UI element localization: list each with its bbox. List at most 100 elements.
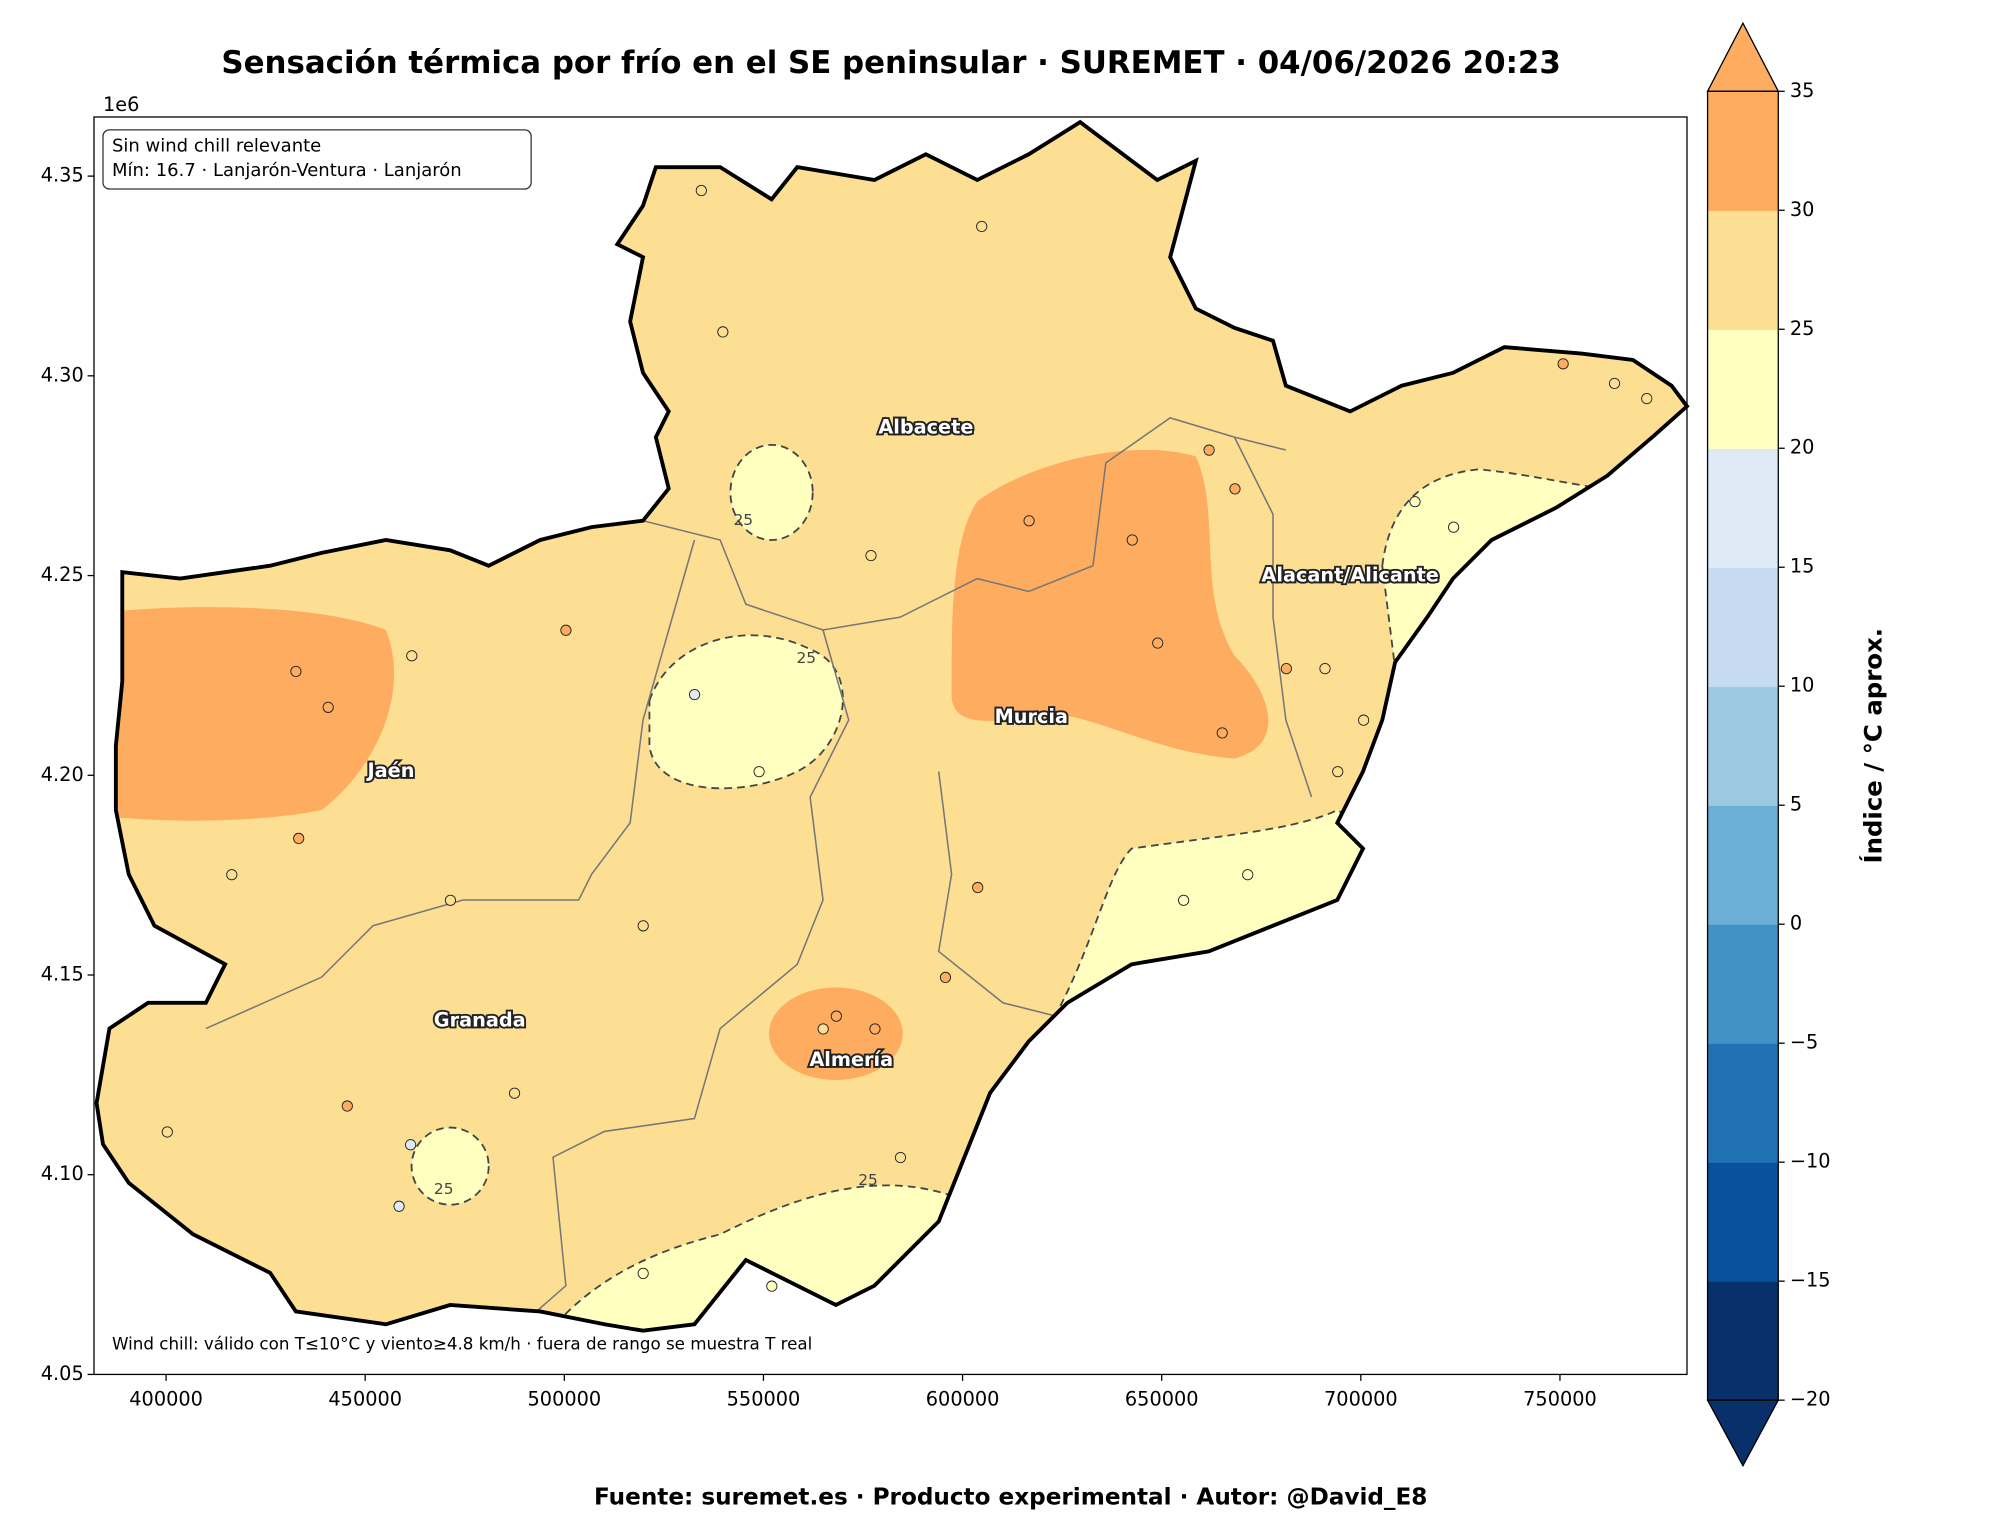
- city-label: Murcia: [995, 705, 1068, 728]
- colorbar-band: [1707, 1281, 1779, 1401]
- field-warm: [109, 607, 395, 821]
- colorbar-tick-label: −20: [1790, 1388, 1831, 1411]
- colorbar-tick-label: 20: [1790, 436, 1815, 459]
- field-mild: [410, 1126, 490, 1206]
- field-mild: [1381, 468, 1660, 672]
- contour-label: 25: [434, 1180, 454, 1198]
- station: [972, 881, 984, 894]
- stations: [161, 184, 1653, 1292]
- colorbar-tick-label: 35: [1790, 79, 1815, 102]
- colorbar-band: [1707, 805, 1779, 925]
- station: [830, 1010, 842, 1022]
- colorbar-tick-label: −5: [1790, 1031, 1818, 1054]
- colorbar: −20 −15 −10 −5 0 5 10 15 20 25 30 35: [1706, 21, 1831, 1468]
- station: [865, 549, 877, 562]
- station: [637, 1267, 649, 1279]
- y-tick-label: 4.15: [41, 962, 84, 985]
- province-border: [1233, 436, 1313, 798]
- province-border: [513, 629, 850, 1331]
- colorbar-tick-label: −10: [1790, 1150, 1831, 1173]
- y-tick-label: 4.30: [41, 363, 84, 386]
- colorbar-band: [1707, 210, 1779, 330]
- station: [161, 1126, 173, 1138]
- station: [695, 184, 707, 197]
- station: [406, 650, 418, 662]
- y-tick-label: 4.25: [41, 563, 84, 586]
- colorbar-tick-label: 0: [1790, 912, 1802, 935]
- x-tick-label: 400000: [129, 1388, 203, 1411]
- station: [1608, 377, 1621, 390]
- city-label: Almería: [809, 1048, 893, 1071]
- colorbar-tick-label: 25: [1790, 317, 1815, 340]
- station: [939, 971, 952, 983]
- x-tick-label: 650000: [1125, 1388, 1199, 1411]
- contour-label: 25: [733, 511, 753, 529]
- field-mild: [648, 634, 844, 790]
- province-border: [937, 771, 1055, 1017]
- info-line: Sin wind chill relevante: [112, 136, 321, 157]
- colorbar-tick-label: 5: [1790, 793, 1802, 816]
- station: [688, 688, 701, 701]
- colorbar-band: [1707, 686, 1779, 806]
- station: [393, 1200, 405, 1212]
- station: [894, 1151, 907, 1164]
- station: [1358, 714, 1370, 726]
- field-mild: [729, 443, 814, 541]
- province-border: [205, 539, 696, 1030]
- contour-label: 25: [796, 649, 816, 667]
- station: [508, 1087, 521, 1099]
- station: [560, 624, 572, 636]
- colorbar-band: [1707, 1043, 1779, 1163]
- city-label: Granada: [434, 1008, 526, 1031]
- colorbar-extend: [1706, 1399, 1780, 1468]
- y-tick-label: 4.10: [41, 1162, 84, 1185]
- city-label: Alacant/Alicante: [1261, 564, 1438, 587]
- station: [1557, 358, 1569, 370]
- station: [1229, 483, 1241, 495]
- station: [1242, 869, 1254, 881]
- colorbar-frame: [1706, 90, 1779, 1401]
- station: [444, 894, 457, 906]
- station: [1448, 521, 1460, 533]
- station: [1216, 727, 1228, 739]
- colorbar-band: [1707, 567, 1779, 687]
- y-tick-label: 4.05: [41, 1362, 84, 1385]
- city-label: Jaén: [366, 759, 415, 782]
- colorbar-tick-label: 15: [1790, 555, 1815, 578]
- info-line: Mín: 16.7 · Lanjarón-Ventura · Lanjarón: [112, 160, 462, 181]
- info-box: [102, 129, 532, 190]
- station: [1178, 894, 1190, 906]
- station: [1023, 515, 1035, 527]
- colorbar-band: [1707, 91, 1779, 211]
- station: [293, 832, 305, 844]
- city-label: Albacete: [878, 416, 973, 439]
- station: [717, 326, 729, 338]
- province-border: [642, 417, 1287, 631]
- axes: 400000 450000 500000 550000 600000 650000 7000…: [41, 164, 1597, 1411]
- station: [1332, 766, 1344, 778]
- station: [1280, 663, 1292, 675]
- footer: Fuente: suremet.es · Producto experiment…: [594, 1484, 1427, 1510]
- x-tick-label: 450000: [328, 1388, 402, 1411]
- colorbar-label: Índice / °C aprox.: [1859, 628, 1888, 864]
- station: [817, 1023, 829, 1035]
- station: [753, 766, 765, 778]
- colorbar-band: [1707, 448, 1779, 568]
- station: [1126, 534, 1138, 546]
- station: [322, 701, 334, 713]
- x-tick-label: 700000: [1324, 1388, 1398, 1411]
- station: [1641, 393, 1653, 405]
- colorbar-tick-label: −15: [1790, 1269, 1831, 1292]
- station: [1319, 663, 1331, 675]
- station: [226, 869, 238, 881]
- station: [1152, 637, 1164, 649]
- station: [869, 1023, 881, 1035]
- station: [341, 1100, 353, 1112]
- note: Wind chill: válido con T≤10°C y viento≥4…: [112, 1333, 812, 1353]
- field-warm: [951, 449, 1269, 759]
- colorbar-band: [1707, 1162, 1779, 1282]
- station: [976, 220, 988, 233]
- chart-title: Sensación térmica por frío en el SE peni…: [221, 45, 1560, 81]
- colorbar-band: [1707, 329, 1779, 449]
- x-tick-label: 600000: [926, 1388, 1000, 1411]
